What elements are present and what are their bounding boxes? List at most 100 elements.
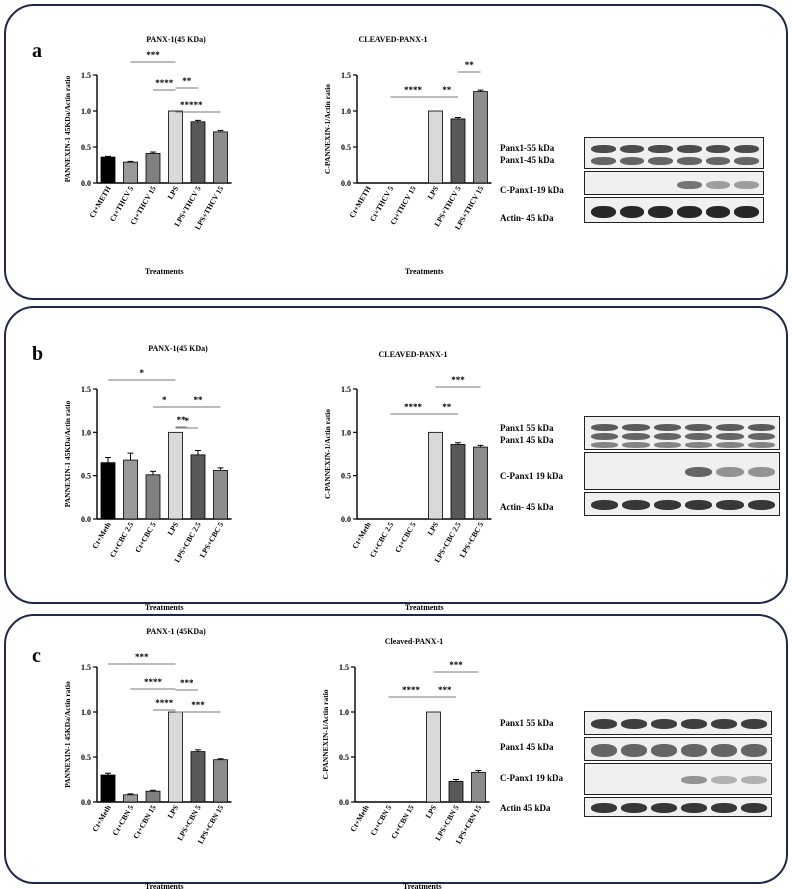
- blot-band: [681, 719, 707, 729]
- y-tick-label: 0.0: [81, 798, 91, 807]
- blot-band: [705, 157, 731, 165]
- blot-strip-0: [584, 416, 780, 450]
- y-axis-label: C-PANNEXIN-1/Actin ratio: [323, 409, 332, 499]
- blot-band: [741, 776, 767, 784]
- blot-band: [622, 442, 650, 448]
- bar-3: [168, 431, 183, 520]
- y-tick-label: 1.5: [81, 385, 91, 394]
- x-axis-label: Treatments: [405, 603, 444, 612]
- blot-label-2: C-Panx1-19 kDa: [500, 185, 564, 195]
- y-tick-label: 1.0: [339, 708, 349, 717]
- blot-c: Panx1 55 kDa Panx1 45 kDa C-Panx1 19 kDa Ac…: [500, 711, 780, 821]
- y-tick-label: 0.5: [81, 472, 91, 481]
- significance-label-3: ****: [155, 698, 174, 708]
- significance-label-1: ****: [402, 685, 421, 695]
- blot-strip-1: [584, 737, 772, 761]
- blot-band: [716, 433, 744, 440]
- bar-5: [471, 771, 486, 803]
- significance-label-2: ***: [180, 678, 194, 688]
- blot-label-3: Actin 45 kDa: [500, 803, 551, 813]
- blot-band: [711, 776, 737, 784]
- significance-label-3: **: [177, 415, 187, 425]
- blot-band: [681, 803, 707, 813]
- panel-c-frame: [4, 614, 788, 884]
- x-tick-label-1: Ct+CBN 5: [369, 803, 394, 837]
- significance-label-0: *: [140, 368, 145, 378]
- chart-title: Cleaved-PANX-1: [385, 637, 444, 646]
- significance-label-4: ***: [191, 700, 205, 710]
- blot-band: [653, 433, 681, 440]
- blot-band: [651, 803, 677, 813]
- blot-band: [591, 157, 616, 165]
- blot-label-1: Panx1 45 kDa: [500, 742, 554, 752]
- blot-band: [591, 442, 619, 448]
- y-tick-label: 1.0: [341, 107, 351, 116]
- significance-label-0: ***: [449, 660, 463, 670]
- blot-band: [741, 744, 767, 757]
- y-tick-label: 0.5: [81, 753, 91, 762]
- blot-label-1: Panx1-45 kDa: [500, 155, 555, 165]
- x-tick-label-3: LPS: [424, 804, 439, 820]
- blot-strip-1: [584, 171, 764, 195]
- panel-b-frame: [4, 306, 788, 604]
- y-tick-label: 0.0: [81, 515, 91, 524]
- significance-label-1: ****: [144, 677, 163, 687]
- y-tick-label: 0.0: [341, 515, 351, 524]
- blot-band: [741, 803, 767, 813]
- significance-label-2: **: [182, 76, 192, 86]
- y-tick-label: 1.5: [339, 663, 349, 672]
- chart-title: PANX-1(45 KDa): [146, 35, 206, 44]
- blot-band: [685, 433, 713, 440]
- significance-label-4: *: [185, 416, 190, 426]
- y-tick-label: 1.5: [81, 71, 91, 80]
- blot-band: [648, 206, 673, 218]
- significance-label-0: ***: [451, 375, 465, 385]
- y-axis-label: C-PANNEXIN-1/Actin ratio: [321, 689, 330, 779]
- blot-label-0: Panx1-55 kDa: [500, 143, 555, 153]
- blot-band: [591, 719, 617, 729]
- blot-band: [677, 206, 702, 218]
- blot-band: [716, 424, 744, 431]
- significance-label-0: **: [465, 60, 475, 70]
- blot-band: [747, 424, 775, 431]
- significance-label-0: ***: [135, 652, 149, 662]
- blot-band: [716, 500, 744, 510]
- x-axis-label: Treatments: [145, 603, 184, 612]
- bar-3: [428, 431, 443, 520]
- blot-band: [621, 719, 647, 729]
- blot-band: [651, 744, 677, 757]
- y-tick-label: 1.5: [341, 385, 351, 394]
- significance-label-2: **: [442, 402, 452, 412]
- blot-band: [716, 467, 744, 477]
- bar-3: [426, 711, 441, 803]
- bar-3: [428, 110, 443, 184]
- blot-band: [619, 145, 645, 153]
- blot-band: [591, 744, 617, 757]
- significance-label-4: **: [194, 100, 204, 110]
- bar-4: [448, 780, 464, 803]
- blot-strip-2: [584, 492, 780, 516]
- y-tick-label: 1.0: [81, 428, 91, 437]
- panel-c-letter: c: [32, 645, 41, 667]
- blot-strip-0: [584, 711, 772, 735]
- y-tick-label: 1.0: [81, 107, 91, 116]
- blot-strip-0: [584, 137, 764, 169]
- blot-band: [705, 206, 731, 218]
- y-tick-label: 0.5: [81, 143, 91, 152]
- blot-band: [653, 442, 681, 448]
- blot-band: [711, 744, 737, 757]
- blot-band: [621, 744, 647, 757]
- blot-band: [591, 433, 619, 440]
- chart-title: CLEAVED-PANX-1: [378, 350, 447, 359]
- chart-title: PANX-1 (45KDa): [146, 627, 206, 636]
- blot-band: [591, 803, 617, 813]
- blot-band: [622, 433, 650, 440]
- y-tick-label: 0.0: [339, 798, 349, 807]
- chart-title: PANX-1(45 KDa): [148, 344, 208, 353]
- x-axis-label: Treatments: [145, 267, 184, 276]
- y-tick-label: 1.5: [81, 663, 91, 672]
